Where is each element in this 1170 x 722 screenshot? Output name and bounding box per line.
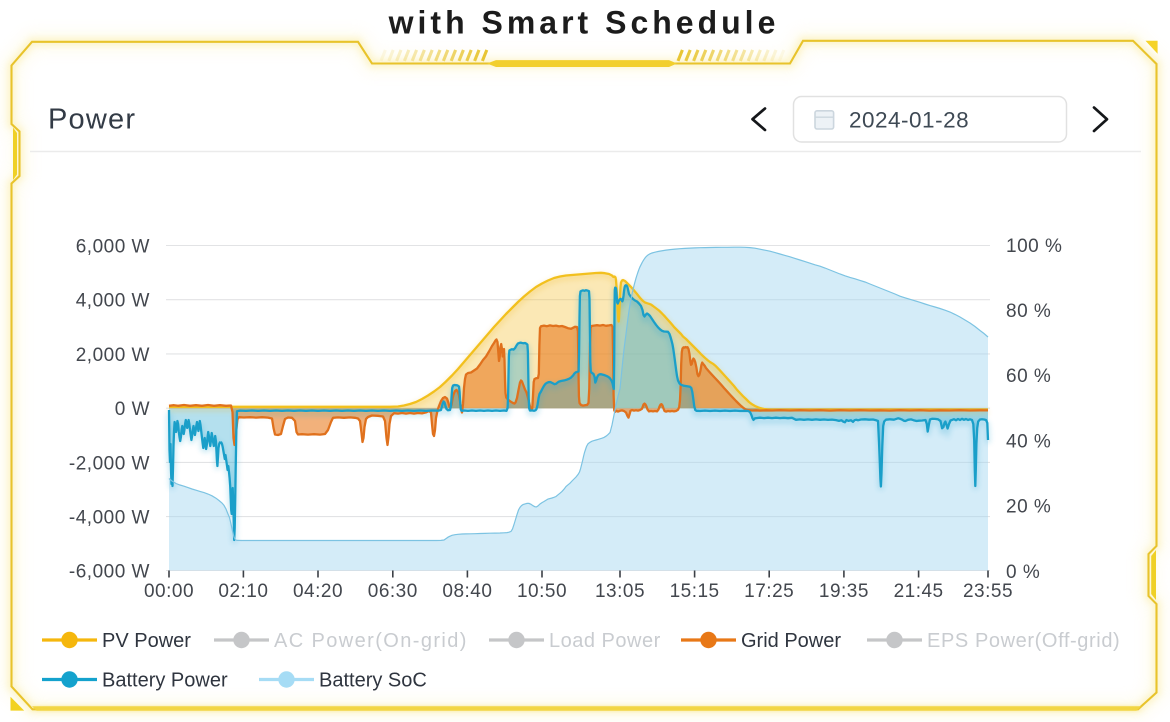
svg-text:40 %: 40 % (1006, 431, 1051, 452)
svg-text:21:45: 21:45 (894, 581, 944, 602)
svg-text:-4,000 W: -4,000 W (69, 508, 150, 529)
svg-text:13:05: 13:05 (595, 581, 645, 602)
svg-text:6,000 W: 6,000 W (76, 237, 150, 258)
svg-text:Battery Power: Battery Power (102, 670, 228, 692)
svg-text:Grid Power: Grid Power (741, 630, 841, 652)
svg-text:Load Power: Load Power (549, 630, 661, 652)
svg-text:60 %: 60 % (1006, 366, 1051, 387)
svg-text:0 W: 0 W (115, 399, 150, 420)
svg-text:00:00: 00:00 (144, 581, 194, 602)
svg-text:2024-01-28: 2024-01-28 (849, 108, 969, 133)
svg-text:20 %: 20 % (1006, 497, 1051, 518)
svg-text:EPS Power(Off-grid): EPS Power(Off-grid) (927, 630, 1120, 652)
svg-text:10:50: 10:50 (517, 581, 567, 602)
svg-text:PV Power: PV Power (102, 630, 191, 652)
svg-text:-6,000 W: -6,000 W (69, 562, 150, 583)
svg-text:Battery SoC: Battery SoC (319, 670, 427, 692)
svg-text:06:30: 06:30 (368, 581, 418, 602)
svg-text:Power: Power (48, 104, 136, 136)
svg-text:100 %: 100 % (1006, 236, 1062, 257)
svg-text:2,000 W: 2,000 W (76, 345, 150, 366)
svg-text:02:10: 02:10 (218, 581, 268, 602)
svg-text:08:40: 08:40 (442, 581, 492, 602)
svg-text:4,000 W: 4,000 W (76, 291, 150, 312)
svg-text:AC Power(On-grid): AC Power(On-grid) (274, 630, 468, 652)
svg-text:19:35: 19:35 (819, 581, 869, 602)
svg-text:-2,000 W: -2,000 W (69, 453, 150, 474)
svg-text:23:55: 23:55 (963, 581, 1013, 602)
svg-text:04:20: 04:20 (293, 581, 343, 602)
svg-text:15:15: 15:15 (670, 581, 720, 602)
svg-text:17:25: 17:25 (744, 581, 794, 602)
svg-text:0 %: 0 % (1006, 562, 1040, 583)
svg-text:80 %: 80 % (1006, 301, 1051, 322)
svg-text:with Smart Schedule: with Smart Schedule (388, 5, 780, 41)
